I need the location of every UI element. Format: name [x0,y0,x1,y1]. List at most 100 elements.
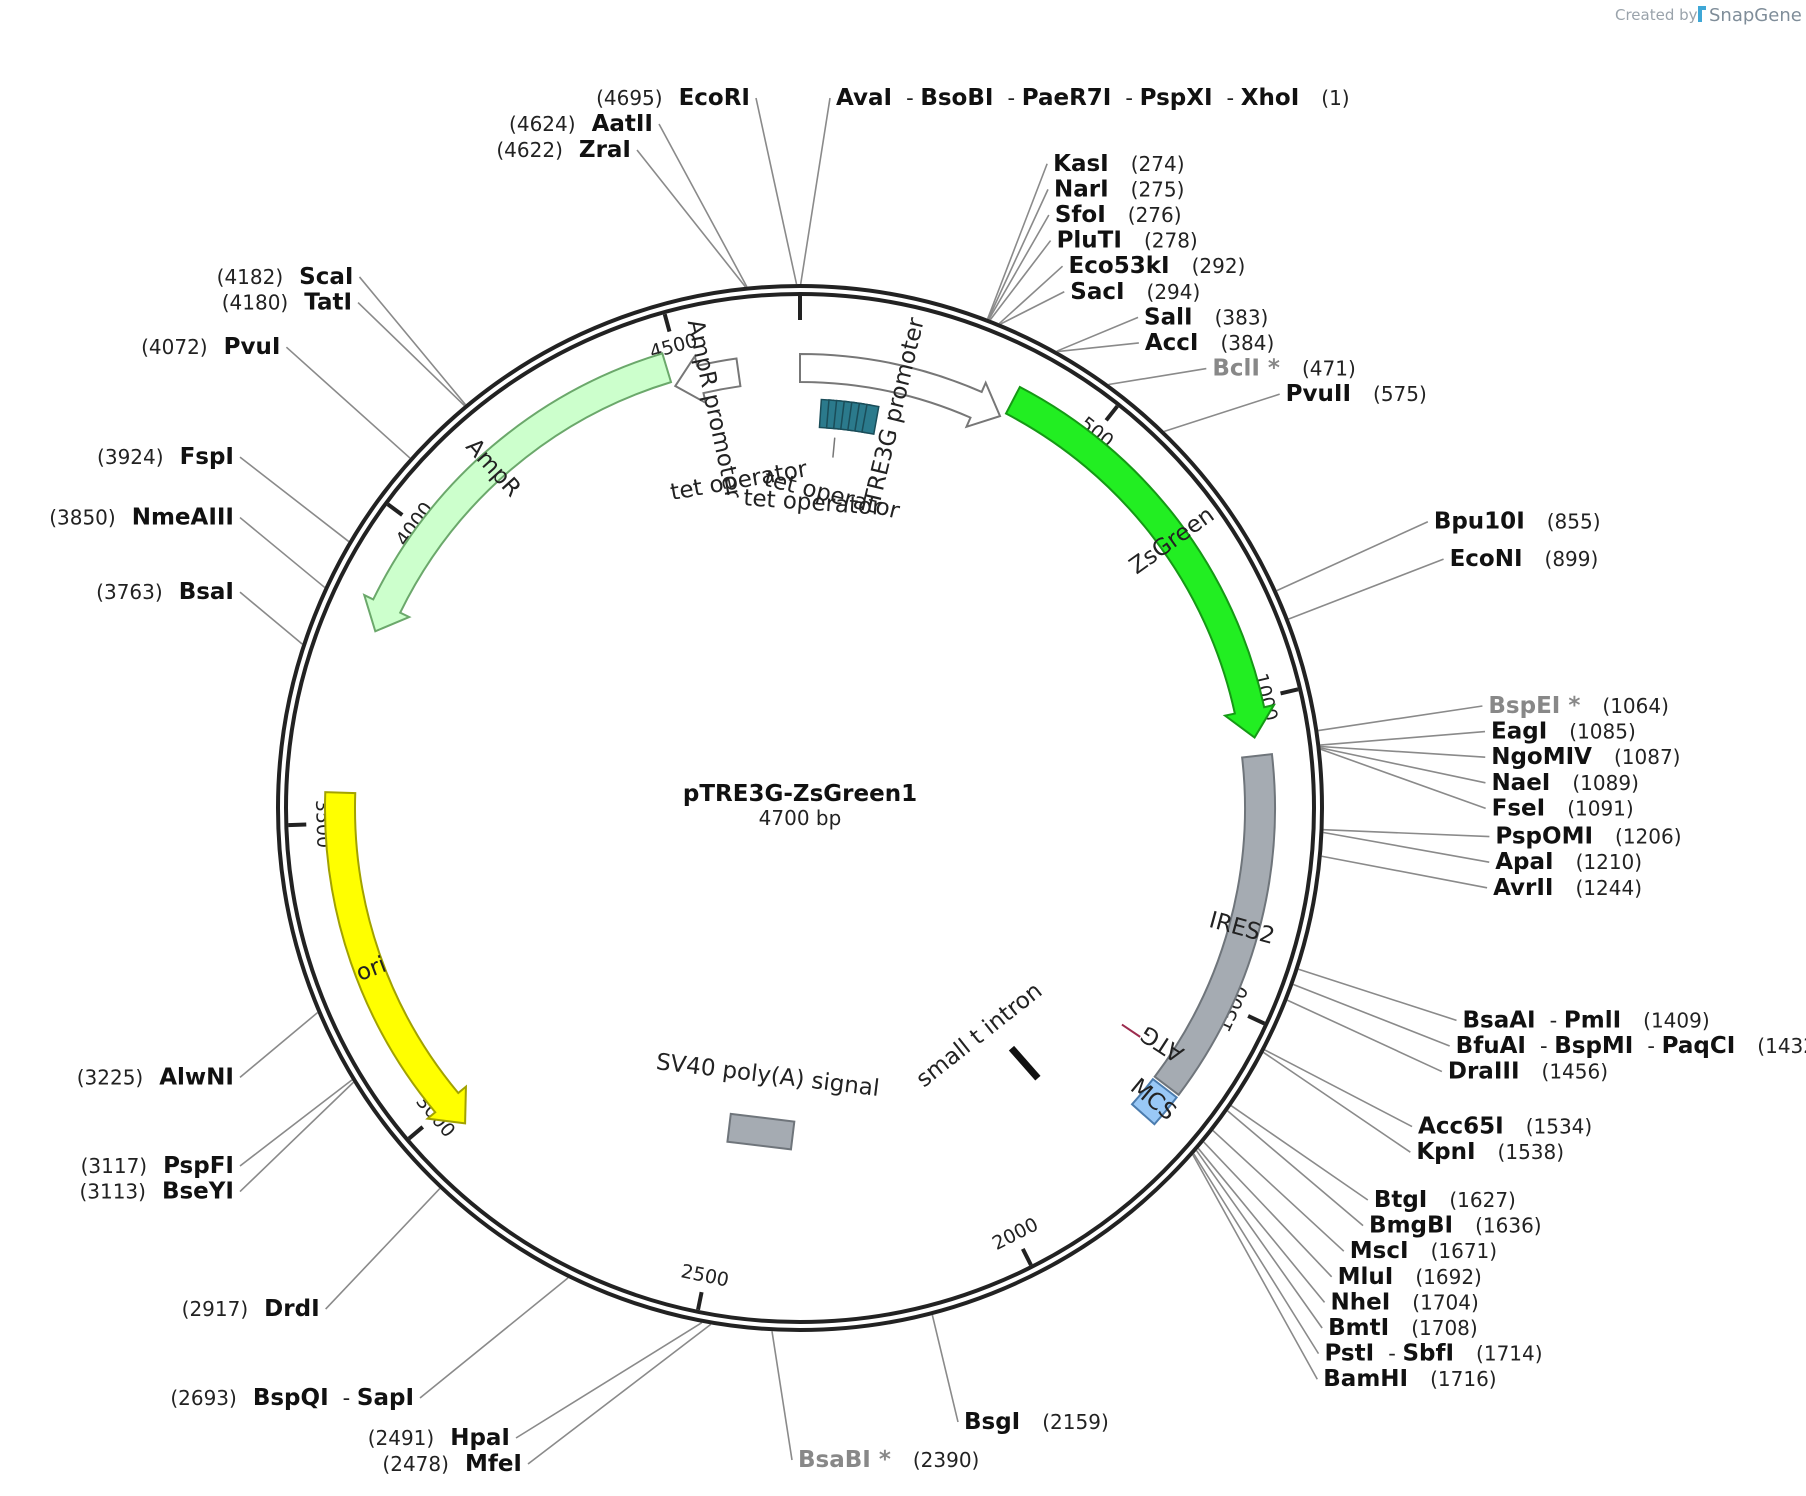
site-econi[interactable]: EcoNI (899) [1450,546,1599,572]
site-bsai[interactable]: (3763) BsaI [96,579,234,605]
site-label: BmtI (1708) [1328,1315,1478,1341]
site-nmeaiii[interactable]: (3850) NmeAIII [49,505,234,531]
site-label: KasI (274) [1053,151,1184,177]
site-msci[interactable]: MscI (1671) [1350,1238,1497,1264]
site-label: NaeI (1089) [1491,770,1638,796]
site-pspfi[interactable]: (3117) PspFI [81,1153,234,1179]
site-leader [1203,1141,1333,1278]
site-saci[interactable]: SacI (294) [1070,279,1200,305]
site-leader [1227,1110,1364,1227]
backbone-outer-ring [276,284,1324,1332]
site-mfei[interactable]: (2478) MfeI [382,1451,522,1477]
snapgene-credit[interactable]: Created by SnapGene [1615,5,1802,26]
site-label: (3113) BseYI [79,1179,234,1205]
site-bmgbi[interactable]: BmgBI (1636) [1369,1213,1542,1239]
site-tati[interactable]: (4180) TatI [222,290,352,316]
site-leader [1293,983,1450,1047]
small-t-intron-bar[interactable] [1008,1045,1041,1081]
site-leader [1320,730,1486,746]
site-naei[interactable]: NaeI (1089) [1491,770,1638,796]
site-label: (4622) ZraI [496,137,631,163]
tick-label: 2000 [989,1213,1042,1254]
site-pvuii[interactable]: PvuII (575) [1286,381,1427,407]
site-avrii[interactable]: AvrII (1244) [1493,875,1642,901]
site-leader [1276,521,1429,592]
site-label: ApaI (1210) [1495,849,1642,875]
feature-ampr-promoter[interactable] [673,353,742,405]
feature-mcs[interactable] [1130,1077,1179,1126]
site-scai[interactable]: (4182) ScaI [217,264,354,290]
site-bamhi[interactable]: BamHI (1716) [1323,1366,1496,1392]
site-leader [1057,342,1139,353]
site-btgi[interactable]: BtgI (1627) [1374,1187,1516,1213]
tick-mark [662,313,672,333]
site-fspi[interactable]: (3924) FspI [97,444,234,470]
site-nhei[interactable]: NheI (1704) [1331,1289,1479,1315]
site-leader [1288,558,1444,620]
site-pspomi[interactable]: PspOMI (1206) [1495,824,1681,850]
feature-zsgreen[interactable] [1004,385,1276,740]
site-label: PluTI (278) [1057,228,1198,254]
site-eagi[interactable]: EagI (1085) [1491,719,1636,745]
site-label: Eco53kI (292) [1069,253,1246,279]
site-leader [1164,393,1280,433]
site-mlui[interactable]: MluI (1692) [1338,1264,1482,1290]
site-label: NgoMIV (1087) [1491,744,1680,770]
site-label: (4624) AatII [509,111,653,137]
site-psti[interactable]: PstI - SbfI (1714) [1324,1341,1542,1367]
site-sfoi[interactable]: SfoI (276) [1055,202,1182,228]
site-leader [239,591,303,645]
site-bcli[interactable]: BclI * (471) [1212,356,1355,382]
site-leader [239,516,326,589]
site-bmti[interactable]: BmtI (1708) [1328,1315,1478,1341]
site-hpai[interactable]: (2491) HpaI [368,1425,510,1451]
tick-label: 2500 [679,1260,731,1291]
feature-ori[interactable] [324,791,467,1125]
feature-ampr[interactable] [362,352,673,633]
site-label: BsaBI * (2390) [798,1447,979,1473]
site-drdi[interactable]: (2917) DrdI [182,1296,320,1322]
snapgene-logo-icon [1698,6,1706,22]
site-sali[interactable]: SalI (383) [1144,304,1268,330]
site-pluti[interactable]: PluTI (278) [1057,228,1198,254]
site-kpni[interactable]: KpnI (1538) [1416,1139,1564,1165]
site-kasi[interactable]: KasI (274) [1053,151,1184,177]
site-bseyi[interactable]: (3113) BseYI [79,1179,234,1205]
site-apai[interactable]: ApaI (1210) [1495,849,1642,875]
site-eco53ki[interactable]: Eco53kI (292) [1069,253,1246,279]
site-label: (4180) TatI [222,290,352,316]
site-bspqi[interactable]: (2693) BspQI - SapI [170,1385,414,1411]
site-label: (4182) ScaI [217,264,354,290]
site-avai[interactable]: AvaI - BsoBI - PaeR7I - PspXI - XhoI (1) [836,85,1350,111]
atg-marker[interactable] [1121,1023,1141,1038]
site-bsabi[interactable]: BsaBI * (2390) [798,1447,979,1473]
site-leader [987,189,1049,320]
site-bpu10i[interactable]: Bpu10I (855) [1434,509,1601,535]
tick-mark [1247,1014,1266,1026]
site-alwni[interactable]: (3225) AlwNI [77,1064,234,1090]
site-label: Bpu10I (855) [1434,509,1601,535]
site-bfuai[interactable]: BfuAI- BspMI- PaqCI(1432) [1456,1033,1806,1059]
site-leader [755,97,798,285]
site-leader [1212,1129,1345,1252]
feature-ires2[interactable] [1153,753,1277,1097]
site-bsaai[interactable]: BsaAI - PmlI (1409) [1463,1007,1710,1033]
site-label: BfuAI- BspMI- PaqCI(1432) [1456,1033,1806,1059]
site-aatii[interactable]: (4624) AatII [509,111,653,137]
tet-operator-box[interactable] [861,403,880,436]
site-nari[interactable]: NarI (275) [1054,176,1184,202]
site-ngomiv[interactable]: NgoMIV (1087) [1491,744,1680,770]
site-acc65i[interactable]: Acc65I (1534) [1418,1114,1592,1140]
feature-tre3g-promoter[interactable] [799,352,1002,429]
site-fsei[interactable]: FseI (1091) [1492,795,1634,821]
site-ecori[interactable]: (4695) EcoRI [596,85,750,111]
site-bspei[interactable]: BspEI * (1064) [1488,693,1669,719]
site-zrai[interactable]: (4622) ZraI [496,137,631,163]
site-draiii[interactable]: DraIII (1456) [1448,1059,1608,1085]
site-acci[interactable]: AccI (384) [1145,330,1274,356]
feature-sv40-polya[interactable] [726,1112,796,1151]
site-pvui[interactable]: (4072) PvuI [141,334,280,360]
site-bsgi[interactable]: BsgI (2159) [964,1409,1109,1435]
tick-mark [1104,404,1119,422]
